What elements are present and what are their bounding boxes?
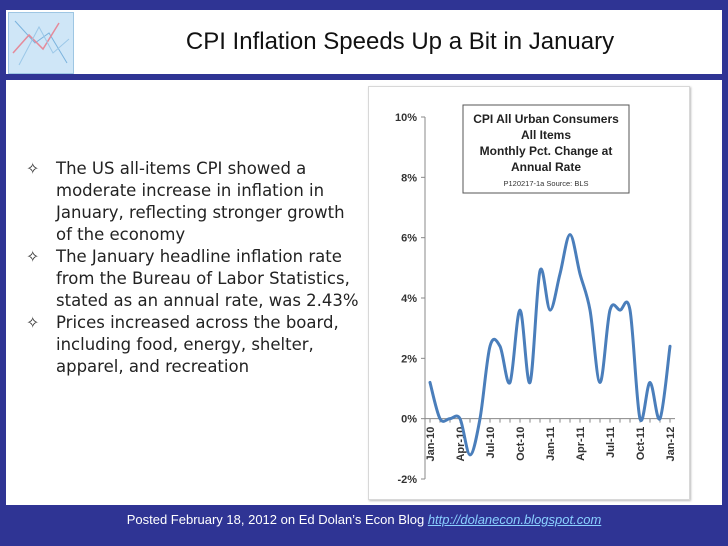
cpi-data-point (588, 308, 592, 312)
y-tick-label: 2% (401, 353, 417, 365)
y-tick-label: 8% (401, 172, 417, 184)
title-band (6, 10, 722, 74)
cpi-data-point (508, 381, 512, 384)
chart-title-box (462, 104, 630, 194)
diamond-bullet-icon: ✧ (26, 313, 40, 332)
cpi-line-chart: 10%8%6%4%2%0%-2%Jan-10 Apr-10 Jul-10 Oct-10… (395, 104, 677, 486)
bullet-list: ✧ The US all-items CPI showed a moderate … (22, 158, 362, 378)
y-tick-label: 6% (401, 233, 417, 245)
cpi-data-point (468, 453, 472, 457)
chart-title-line: Monthly Pct. Change at (480, 144, 613, 158)
cpi-data-point (438, 417, 442, 420)
chart-title-line: CPI All Urban Consumers (473, 112, 619, 126)
cpi-data-point (448, 417, 452, 420)
y-tick-label: 0% (401, 414, 417, 426)
bullet-item: ✧ Prices increased across the board, incl… (22, 312, 362, 378)
bullet-item: ✧ The US all-items CPI showed a moderate … (22, 158, 362, 246)
cpi-data-point (608, 308, 612, 312)
diamond-bullet-icon: ✧ (26, 247, 40, 266)
x-tick-label: Jan-10 (425, 427, 437, 462)
x-tick-label: Jul-11 (605, 427, 617, 458)
cpi-data-point (428, 381, 432, 384)
page-title: CPI Inflation Speeds Up a Bit in January (185, 28, 615, 55)
cpi-data-point (458, 417, 462, 420)
cpi-data-point (538, 269, 542, 273)
y-tick-label: -2% (397, 474, 417, 486)
cpi-data-point (558, 272, 562, 276)
bullet-text: Prices increased across the board, inclu… (56, 313, 339, 376)
cpi-data-point (638, 417, 642, 420)
x-tick-label: Oct-11 (635, 427, 647, 461)
x-tick-label: Oct-10 (515, 427, 527, 461)
cpi-data-point (488, 345, 492, 348)
cpi-data-point (528, 381, 532, 384)
x-tick-label: Jan-12 (665, 427, 677, 462)
logo-graphic (12, 20, 70, 66)
cpi-data-point (568, 233, 572, 236)
footer-text: Posted February 18, 2012 on Ed Dolan’s E… (126, 512, 428, 527)
cpi-data-point (548, 308, 552, 312)
diamond-bullet-icon: ✧ (26, 159, 40, 178)
cpi-data-point (598, 381, 602, 384)
cpi-data-point (618, 308, 622, 312)
chart-title-line: All Items (521, 128, 571, 142)
cpi-data-point (578, 272, 582, 276)
cpi-data-point (648, 381, 652, 384)
cpi-data-point (658, 417, 662, 420)
bullet-text: The January headline inflation rate from… (56, 247, 359, 310)
cpi-data-point (628, 308, 632, 312)
x-tick-label: Jul-10 (485, 427, 497, 459)
cpi-data-point (498, 345, 502, 348)
x-tick-label: Jan-11 (545, 427, 557, 461)
cpi-data-point (478, 417, 482, 420)
chart-source-note: P120217-1a Source: BLS (503, 179, 588, 188)
x-tick-label: Apr-11 (575, 427, 587, 461)
bullet-item: ✧ The January headline inflation rate fro… (22, 246, 362, 312)
chart-frame: 10% 8% 6% 4% 2% 0% -2% Jan-10 Apr-10 Jul-10 Oct-10… (368, 86, 690, 500)
footer: Posted February 18, 2012 on Ed Dolan’s E… (0, 512, 728, 527)
footer-link[interactable]: http://dolanecon.blogspot.com (427, 512, 602, 527)
chart-title-line: Annual Rate (511, 160, 581, 174)
y-tick-label: 10% (395, 112, 417, 124)
cpi-data-point (668, 345, 672, 348)
y-tick-label: 4% (401, 293, 417, 305)
logo-thumbnail (8, 12, 74, 74)
cpi-data-point (518, 308, 522, 312)
bullet-text: The US all-items CPI showed a moderate i… (56, 159, 345, 244)
